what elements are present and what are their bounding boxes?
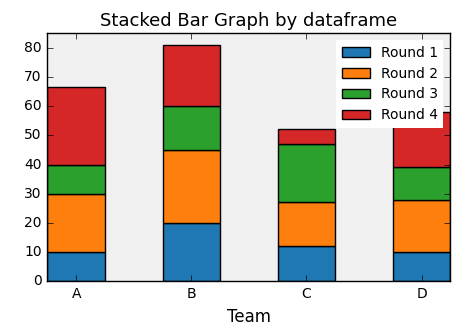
Bar <box>163 150 220 223</box>
Bar <box>47 194 105 252</box>
Legend: Round 1, Round 2, Round 3, Round 4: Round 1, Round 2, Round 3, Round 4 <box>336 40 443 128</box>
Bar <box>163 45 220 106</box>
Bar <box>163 223 220 281</box>
Bar <box>393 200 450 252</box>
Bar <box>278 129 335 144</box>
Bar <box>47 87 105 165</box>
Bar <box>278 203 335 246</box>
Bar <box>278 144 335 203</box>
Bar <box>163 106 220 150</box>
Bar <box>393 167 450 200</box>
Bar <box>47 252 105 281</box>
Bar <box>47 165 105 194</box>
Title: Stacked Bar Graph by dataframe: Stacked Bar Graph by dataframe <box>100 12 397 30</box>
X-axis label: Team: Team <box>227 308 271 326</box>
Bar <box>278 246 335 281</box>
Bar <box>393 112 450 167</box>
Bar <box>393 252 450 281</box>
